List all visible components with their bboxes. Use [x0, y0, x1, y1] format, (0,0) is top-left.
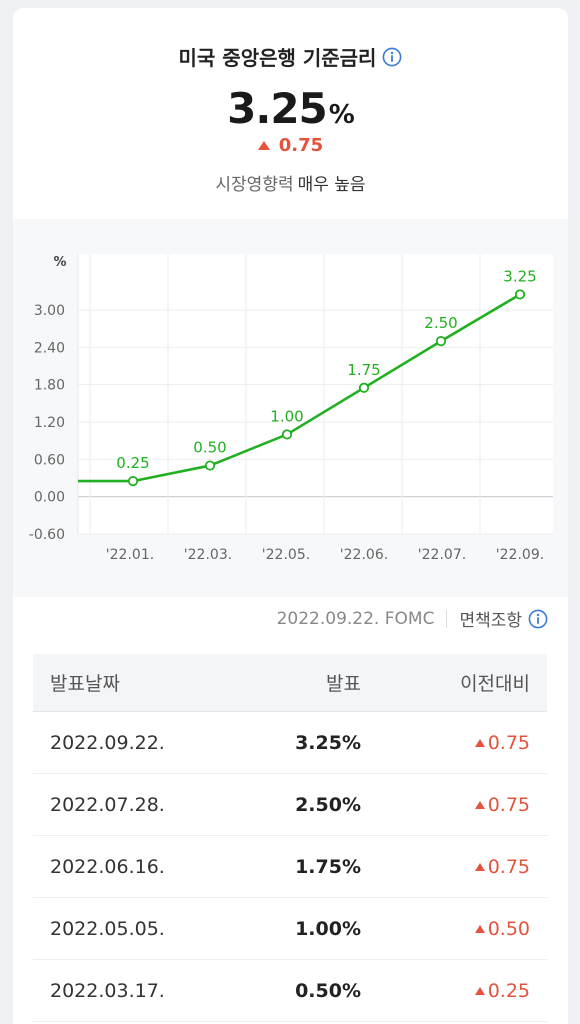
data-label: 3.25	[503, 267, 536, 285]
rate-change-value: 0.75	[278, 135, 324, 156]
up-triangle-icon	[474, 986, 485, 995]
row-date: 2022.09.22.	[50, 731, 165, 754]
x-tick-label: '22.03.	[184, 547, 232, 563]
up-triangle-icon	[474, 800, 485, 809]
row-value: 0.50%	[295, 979, 361, 1002]
row-date: 2022.03.17.	[50, 979, 165, 1002]
data-label: 2.50	[424, 314, 457, 332]
column-header-date: 발표날짜	[50, 673, 120, 695]
row-value: 1.75%	[295, 855, 361, 878]
table-header: 발표날짜 발표 이전대비	[33, 654, 547, 712]
rate-history-table: 발표날짜 발표 이전대비 2022.09.22. 3.25% 0.75 2022…	[33, 654, 547, 1022]
row-change: 0.75	[361, 856, 547, 878]
current-rate: 3.25%	[13, 84, 568, 133]
row-value: 2.50%	[295, 793, 361, 816]
row-change-value: 0.75	[487, 731, 530, 754]
row-change: 0.75	[361, 794, 547, 816]
data-point	[204, 460, 216, 471]
row-change-value: 0.25	[487, 979, 530, 1002]
row-change-value: 0.75	[487, 855, 530, 878]
row-date: 2022.05.05.	[50, 917, 165, 940]
row-value: 3.25%	[295, 731, 361, 754]
title-row: 미국 중앙은행 기준금리	[13, 42, 568, 71]
x-tick-label: '22.05.	[262, 547, 310, 563]
source-row: 2022.09.22. FOMC 면책조항	[277, 606, 548, 631]
market-impact-label: 시장영향력	[215, 175, 294, 195]
y-tick-label: -0.60	[29, 527, 65, 543]
current-rate-unit: %	[328, 100, 355, 130]
column-header-change: 이전대비	[460, 673, 530, 695]
y-tick-label: 3.00	[34, 303, 65, 319]
y-tick-label: 1.80	[34, 378, 65, 394]
up-triangle-icon	[257, 141, 270, 150]
data-point	[435, 336, 447, 347]
market-impact-value: 매우 높음	[297, 175, 366, 195]
data-point	[514, 289, 526, 300]
market-impact: 시장영향력 매우 높음	[13, 170, 568, 195]
rate-header: 미국 중앙은행 기준금리 3.25% 0.75 시장영향력 매우 높음	[13, 8, 568, 218]
data-label: 0.50	[193, 439, 226, 457]
row-change: 0.75	[361, 732, 547, 754]
x-tick-label: '22.01.	[106, 547, 154, 563]
up-triangle-icon	[474, 924, 485, 933]
plot-background	[78, 254, 553, 534]
rate-chart: 3.00 2.40 1.80 1.20 0.60 0.00 -0.60% '22.01. '22…	[13, 219, 568, 597]
row-change-value: 0.75	[487, 793, 530, 816]
info-icon[interactable]	[382, 47, 402, 67]
data-label: 1.00	[270, 407, 303, 425]
table-row: 2022.03.17. 0.50% 0.25	[33, 960, 547, 1022]
row-date: 2022.06.16.	[50, 855, 165, 878]
y-axis-label: %	[53, 255, 66, 270]
info-icon[interactable]	[528, 609, 548, 629]
rate-change: 0.75	[13, 135, 568, 156]
row-date: 2022.07.28.	[50, 793, 165, 816]
rate-card: 미국 중앙은행 기준금리 3.25% 0.75 시장영향력 매우 높음 3.00 2…	[13, 8, 568, 1024]
y-tick-label: 1.20	[34, 415, 65, 431]
table-row: 2022.07.28. 2.50% 0.75	[33, 774, 547, 836]
source-text: 2022.09.22. FOMC	[276, 608, 435, 629]
x-tick-label: '22.06.	[340, 547, 388, 563]
divider	[446, 609, 448, 628]
data-point	[358, 382, 370, 393]
row-change: 0.50	[361, 918, 547, 940]
table-row: 2022.06.16. 1.75% 0.75	[33, 836, 547, 898]
row-change-value: 0.50	[487, 917, 530, 940]
data-label: 1.75	[347, 361, 380, 379]
current-rate-value: 3.25	[227, 84, 328, 133]
up-triangle-icon	[474, 738, 485, 747]
table-row: 2022.05.05. 1.00% 0.50	[33, 898, 547, 960]
y-tick-label: 2.40	[34, 340, 65, 356]
x-tick-label: '22.07.	[418, 547, 466, 563]
data-point	[127, 476, 139, 487]
y-tick-label: 0.00	[34, 490, 65, 506]
disclaimer-link[interactable]: 면책조항	[459, 611, 522, 631]
column-header-value: 발표	[326, 673, 361, 695]
up-triangle-icon	[474, 862, 485, 871]
table-row: 2022.09.22. 3.25% 0.75	[33, 712, 547, 774]
data-label: 0.25	[116, 454, 149, 472]
row-change: 0.25	[361, 980, 547, 1002]
data-point	[281, 429, 293, 440]
row-value: 1.00%	[295, 917, 361, 940]
line-chart-svg: 3.00 2.40 1.80 1.20 0.60 0.00 -0.60% '22.01. '22…	[29, 254, 553, 563]
page-title: 미국 중앙은행 기준금리	[178, 46, 377, 70]
y-tick-label: 0.60	[34, 452, 65, 468]
x-tick-label: '22.09.	[496, 547, 544, 563]
